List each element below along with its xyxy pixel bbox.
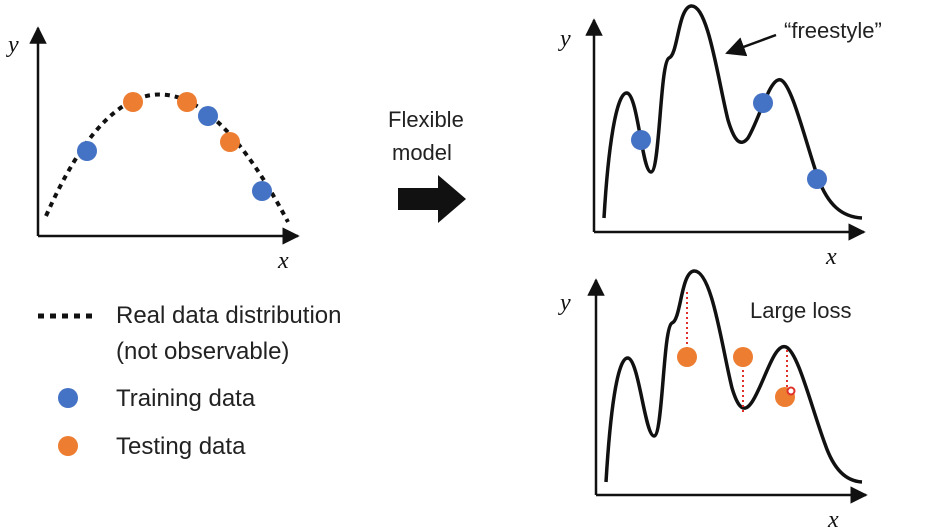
legend-testing: Testing data xyxy=(116,433,246,460)
br-y-label: y xyxy=(558,290,571,316)
legend-real-line1: Real data distribution xyxy=(116,302,341,329)
br-model-curve xyxy=(604,269,863,484)
legend-training-dot-icon xyxy=(58,388,78,408)
testing-point xyxy=(123,92,143,112)
training-point xyxy=(198,106,218,126)
freestyle-annotation: “freestyle” xyxy=(784,18,882,43)
loss-lines xyxy=(686,292,788,414)
flexible-model-arrow: Flexible model xyxy=(388,107,466,223)
left-y-label: y xyxy=(6,32,19,58)
training-point xyxy=(252,181,272,201)
training-point xyxy=(77,141,97,161)
tr-model-curve xyxy=(602,4,863,220)
loss-marker xyxy=(786,386,796,396)
br-x-label: x xyxy=(827,507,839,531)
bottom-right-plot: y x Large loss xyxy=(558,269,868,531)
legend-testing-dot-icon xyxy=(58,436,78,456)
testing-point xyxy=(677,347,697,367)
legend-real-line2: (not observable) xyxy=(116,338,289,365)
training-point xyxy=(807,169,827,189)
real-distribution-curve xyxy=(44,92,290,223)
legend-training: Training data xyxy=(116,385,256,412)
tr-y-label: y xyxy=(558,26,571,52)
left-x-label: x xyxy=(277,248,289,274)
legend: Real data distribution (not observable) … xyxy=(38,302,341,460)
arrow-label-line1: Flexible xyxy=(388,107,464,132)
large-loss-annotation: Large loss xyxy=(750,298,852,323)
testing-point xyxy=(220,132,240,152)
tr-x-label: x xyxy=(825,244,837,270)
testing-point xyxy=(177,92,197,112)
arrow-label-line2: model xyxy=(392,140,452,165)
training-point xyxy=(753,93,773,113)
right-arrow-icon xyxy=(398,175,466,223)
top-right-plot: y x “freestyle” xyxy=(558,4,882,270)
left-plot: y x xyxy=(6,26,300,274)
testing-point xyxy=(733,347,753,367)
training-point xyxy=(631,130,651,150)
freestyle-pointer xyxy=(725,33,777,57)
